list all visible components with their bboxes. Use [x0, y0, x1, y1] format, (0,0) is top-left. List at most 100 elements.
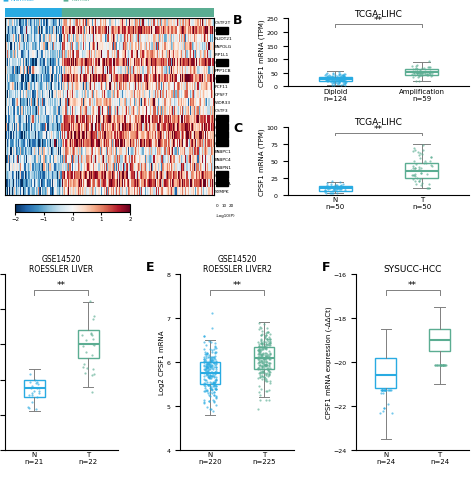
Point [200, 363, 208, 370]
Point [418, 69, 426, 77]
Point [88, 332, 96, 339]
Point [416, 175, 424, 183]
Point [210, 391, 218, 399]
Point [262, 343, 269, 350]
Point [322, 77, 330, 85]
Point [211, 378, 219, 386]
Point [203, 359, 211, 367]
Point [261, 344, 268, 352]
Point [211, 377, 219, 384]
Point [321, 72, 329, 80]
Point [260, 358, 268, 366]
Point [263, 350, 270, 358]
Point [328, 181, 335, 188]
Point [258, 340, 266, 348]
Point [340, 78, 347, 86]
Point [202, 341, 210, 349]
Point [211, 350, 219, 358]
Point [201, 379, 209, 387]
Point [205, 381, 213, 389]
Point [329, 189, 337, 197]
Point [266, 338, 273, 346]
Point [257, 339, 264, 347]
Point [416, 68, 423, 76]
Point [381, 386, 389, 394]
Point [204, 378, 211, 386]
Point [202, 362, 210, 370]
Point [201, 377, 209, 385]
Point [334, 184, 342, 192]
Point [262, 376, 270, 383]
Text: **: ** [408, 280, 417, 289]
Point [425, 185, 432, 193]
Point [257, 351, 264, 359]
Point [255, 342, 263, 350]
Point [340, 74, 348, 81]
Point [336, 71, 343, 79]
Point [207, 363, 214, 370]
Point [321, 188, 329, 196]
Point [212, 367, 220, 375]
Point [379, 386, 387, 394]
Point [323, 76, 330, 84]
Point [261, 374, 268, 382]
Point [266, 335, 273, 343]
Point [254, 354, 262, 362]
Point [254, 356, 261, 363]
Point [409, 74, 417, 82]
Point [259, 367, 266, 375]
Point [210, 353, 217, 361]
Point [210, 346, 217, 353]
Point [424, 185, 431, 193]
Point [260, 368, 267, 376]
Point [208, 364, 216, 372]
Point [256, 369, 264, 377]
Point [263, 352, 270, 360]
Point [255, 349, 263, 357]
Point [205, 372, 212, 380]
Text: **: ** [374, 124, 383, 133]
Point [411, 173, 419, 181]
Point [330, 75, 337, 83]
Point [200, 381, 208, 389]
Point [327, 185, 334, 193]
Point [266, 351, 273, 359]
Point [261, 332, 269, 340]
Point [322, 76, 330, 83]
Title: GSE14520
ROESSLER LIVER: GSE14520 ROESSLER LIVER [29, 254, 93, 273]
Point [201, 382, 209, 390]
Point [207, 374, 214, 381]
Text: **: ** [233, 280, 241, 289]
Point [212, 393, 220, 401]
PathPatch shape [254, 347, 274, 369]
Point [327, 183, 335, 191]
Point [89, 315, 96, 323]
Point [439, 361, 447, 369]
Point [262, 371, 269, 379]
Point [207, 339, 215, 347]
Point [212, 348, 220, 356]
Point [419, 65, 426, 73]
Point [262, 331, 269, 339]
Point [266, 379, 274, 387]
Point [212, 377, 220, 384]
Point [415, 73, 423, 81]
Point [257, 343, 264, 351]
Point [210, 382, 218, 390]
Point [410, 167, 418, 175]
Point [255, 357, 263, 364]
Point [323, 75, 330, 83]
Point [208, 354, 216, 362]
Point [262, 354, 269, 362]
Point [206, 406, 214, 413]
Point [204, 364, 211, 372]
Point [210, 399, 218, 407]
Point [201, 387, 209, 395]
Point [254, 360, 262, 367]
Point [408, 166, 415, 174]
Point [336, 72, 343, 79]
Point [328, 74, 336, 82]
Point [326, 75, 333, 82]
Point [416, 67, 424, 75]
Point [418, 72, 426, 79]
